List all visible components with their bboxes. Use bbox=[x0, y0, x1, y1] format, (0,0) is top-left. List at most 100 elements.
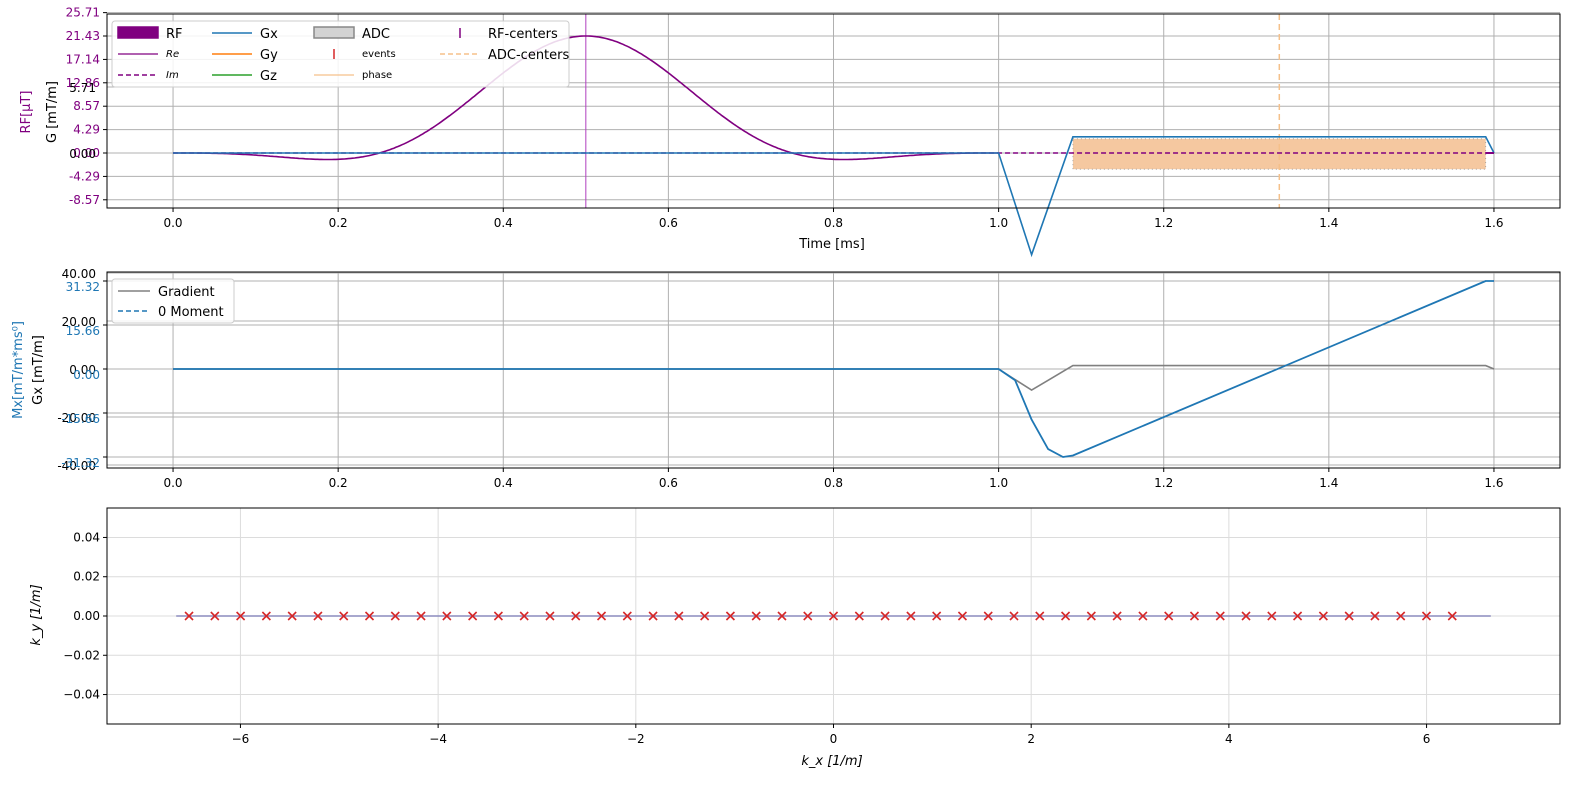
x-tick-label: 0.0 bbox=[163, 476, 182, 490]
sample-mark bbox=[1267, 611, 1277, 621]
rf-tick-label: 12.86 bbox=[66, 76, 100, 90]
sample-point bbox=[1035, 611, 1045, 621]
sample-point bbox=[468, 611, 478, 621]
sample-point bbox=[1138, 611, 1148, 621]
rf-tick-label: 8.57 bbox=[73, 99, 100, 113]
sample-point bbox=[1164, 611, 1174, 621]
x-tick-label: 1.4 bbox=[1319, 476, 1338, 490]
g-tick-label: 40.00 bbox=[62, 267, 96, 281]
m-tick-label: 31.32 bbox=[66, 280, 100, 294]
legend-item: Re bbox=[118, 49, 179, 60]
sample-mark bbox=[571, 611, 581, 621]
legend-swatch bbox=[117, 26, 159, 39]
legend-item: ADC bbox=[313, 26, 390, 42]
x-tick-labels: 0.0 0.2 0.4 0.6 0.8 1.0 1.2 1.4 1.6 bbox=[163, 468, 1504, 490]
g-tick-label: -40.00 bbox=[57, 459, 96, 473]
legend-box bbox=[111, 20, 570, 88]
sample-mark bbox=[545, 611, 555, 621]
sample-point bbox=[261, 611, 271, 621]
sample-mark bbox=[390, 611, 400, 621]
sample-mark bbox=[1035, 611, 1045, 621]
x-tick-labels: −6 −4 −2 0 2 4 6 bbox=[232, 724, 1430, 746]
sample-mark bbox=[416, 611, 426, 621]
x-tick-label: 0.8 bbox=[824, 216, 843, 230]
sample-point bbox=[1086, 611, 1096, 621]
sample-mark bbox=[1215, 611, 1225, 621]
sample-point bbox=[700, 611, 710, 621]
sample-mark bbox=[313, 611, 323, 621]
sample-mark bbox=[1370, 611, 1380, 621]
g-tick-label: 0.00 bbox=[69, 363, 96, 377]
kspace-panel: −6 −4 −2 0 2 4 6 0.04 0.02 0.00 −0.02 −0.04 k_x [1… bbox=[29, 507, 1561, 769]
legend-item: Im bbox=[118, 70, 179, 81]
sample-mark bbox=[1112, 611, 1122, 621]
y-tick-label: 0.00 bbox=[73, 609, 100, 623]
g-tick-labels: 5.71 0.00 bbox=[69, 81, 96, 161]
legend-item: phase bbox=[314, 70, 392, 81]
sample-point bbox=[364, 611, 375, 621]
x-tick-label: 1.2 bbox=[1154, 216, 1173, 230]
sample-mark bbox=[1241, 611, 1251, 621]
x-tick-label: 1.2 bbox=[1154, 476, 1173, 490]
x-tick-label: 0.4 bbox=[494, 476, 513, 490]
sample-mark bbox=[751, 611, 761, 621]
sample-point bbox=[725, 611, 735, 621]
sample-point bbox=[777, 611, 787, 621]
x-tick-label: 0 bbox=[830, 732, 838, 746]
sample-mark bbox=[236, 611, 246, 621]
sample-point bbox=[932, 611, 942, 621]
legend-item: RF-centers bbox=[459, 27, 558, 42]
sample-point bbox=[287, 611, 297, 621]
sample-mark bbox=[1396, 611, 1406, 621]
sample-point bbox=[674, 611, 684, 621]
sample-mark bbox=[493, 611, 503, 621]
legend-box bbox=[111, 278, 235, 324]
sample-point bbox=[1267, 611, 1277, 621]
sample-point bbox=[854, 611, 864, 621]
legend-label: ADC bbox=[362, 27, 390, 42]
x-tick-label: −6 bbox=[232, 732, 250, 746]
legend-item: events bbox=[333, 49, 396, 60]
sample-point bbox=[313, 611, 323, 621]
legend-item: Gy bbox=[212, 48, 278, 63]
sample-point bbox=[1344, 611, 1354, 621]
x-tick-label: −4 bbox=[429, 732, 447, 746]
rf-tick-label: 21.43 bbox=[66, 29, 100, 43]
y-tick-labels: 0.04 0.02 0.00 −0.02 −0.04 bbox=[63, 530, 107, 702]
sample-point bbox=[519, 611, 529, 621]
sample-mark bbox=[519, 611, 529, 621]
rf-axis-label: RF[μT] bbox=[19, 91, 34, 134]
sample-point bbox=[983, 611, 993, 621]
sample-mark bbox=[880, 611, 890, 621]
legend-item: RF bbox=[117, 26, 183, 42]
y-tick-label: 0.04 bbox=[73, 530, 100, 544]
sample-point bbox=[493, 611, 503, 621]
legend-label: Gy bbox=[260, 48, 278, 63]
sample-mark bbox=[648, 611, 658, 621]
sample-point bbox=[1447, 611, 1457, 621]
sample-point bbox=[1009, 611, 1019, 621]
gradient-moment-panel: 0.0 0.2 0.4 0.6 0.8 1.0 1.2 1.4 1.6 40.00 20.00 0.… bbox=[11, 267, 1561, 490]
sample-point bbox=[1215, 611, 1225, 621]
sample-mark bbox=[210, 611, 220, 621]
y-axis-label: k_y [1/m] bbox=[29, 584, 44, 645]
legend-swatch bbox=[313, 26, 355, 39]
x-tick-label: 2 bbox=[1027, 732, 1035, 746]
sample-point bbox=[1318, 611, 1328, 621]
y-tick-label: −0.04 bbox=[63, 688, 100, 702]
sample-mark bbox=[777, 611, 787, 621]
g-tick-label: 5.71 bbox=[69, 81, 96, 95]
legend-label: Im bbox=[166, 70, 179, 81]
sample-mark bbox=[442, 611, 452, 621]
sample-point bbox=[339, 611, 349, 621]
sample-mark bbox=[1344, 611, 1354, 621]
sample-point bbox=[1421, 611, 1432, 621]
sample-point bbox=[906, 611, 916, 621]
grid bbox=[107, 272, 1560, 468]
legend-label: Gz bbox=[260, 69, 277, 84]
sample-mark bbox=[184, 611, 194, 621]
x-tick-label: 0.0 bbox=[163, 216, 182, 230]
legend-label: RF-centers bbox=[488, 27, 558, 42]
legend-label: RF bbox=[166, 27, 183, 42]
